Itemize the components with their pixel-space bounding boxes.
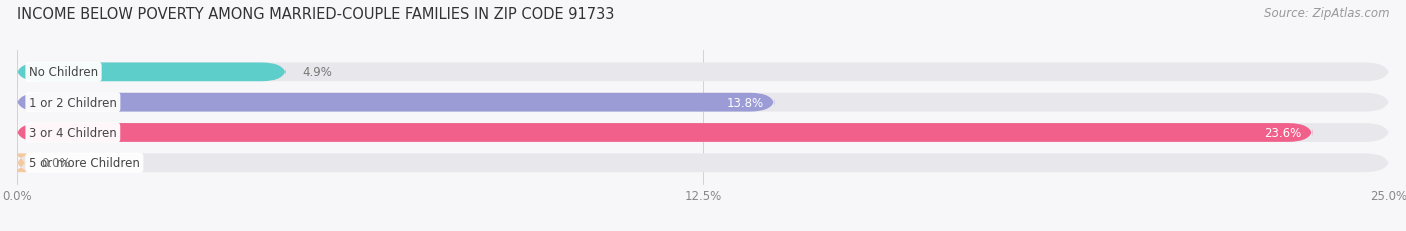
Text: INCOME BELOW POVERTY AMONG MARRIED-COUPLE FAMILIES IN ZIP CODE 91733: INCOME BELOW POVERTY AMONG MARRIED-COUPL… (17, 7, 614, 22)
Text: 1 or 2 Children: 1 or 2 Children (30, 96, 117, 109)
Text: 4.9%: 4.9% (302, 66, 332, 79)
FancyBboxPatch shape (17, 154, 1389, 172)
FancyBboxPatch shape (17, 63, 1389, 82)
FancyBboxPatch shape (17, 124, 1389, 142)
Text: Source: ZipAtlas.com: Source: ZipAtlas.com (1264, 7, 1389, 20)
Text: 5 or more Children: 5 or more Children (30, 157, 139, 170)
FancyBboxPatch shape (17, 93, 1389, 112)
FancyBboxPatch shape (17, 93, 775, 112)
FancyBboxPatch shape (17, 63, 285, 82)
Text: 23.6%: 23.6% (1264, 126, 1302, 139)
Text: 13.8%: 13.8% (727, 96, 763, 109)
Text: No Children: No Children (30, 66, 98, 79)
Text: 3 or 4 Children: 3 or 4 Children (30, 126, 117, 139)
FancyBboxPatch shape (0, 154, 42, 172)
FancyBboxPatch shape (17, 124, 1312, 142)
Text: 0.0%: 0.0% (42, 157, 72, 170)
